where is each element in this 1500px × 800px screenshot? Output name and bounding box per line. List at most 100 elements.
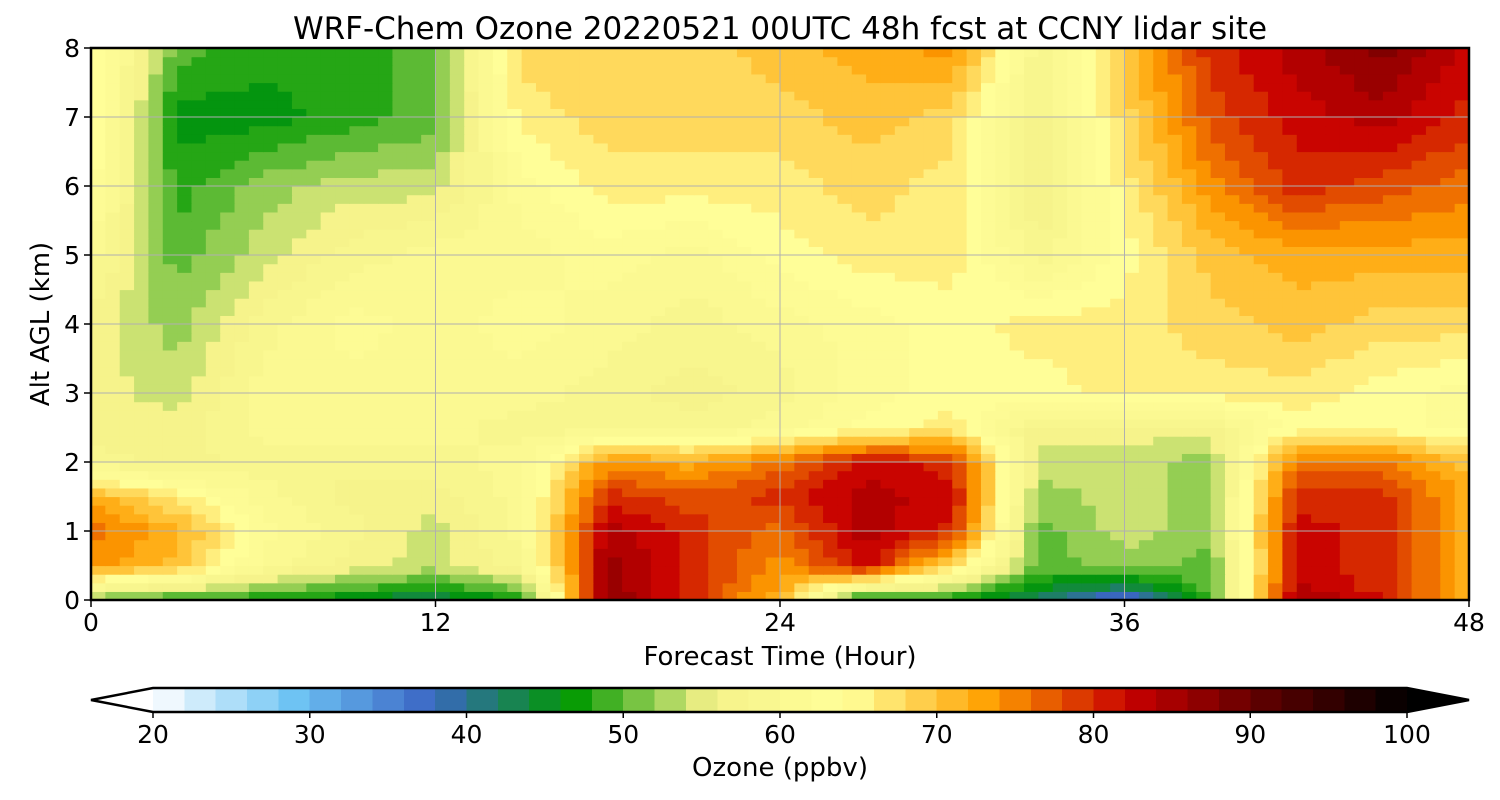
heatmap-cell (622, 427, 638, 437)
heatmap-cell (248, 315, 264, 325)
heatmap-cell (363, 591, 379, 600)
heatmap-cell (435, 427, 451, 437)
heatmap-cell (335, 444, 350, 454)
heatmap-cell (1454, 289, 1469, 299)
heatmap-cell (736, 263, 752, 273)
heatmap-cell (1081, 289, 1097, 299)
heatmap-cell (1425, 539, 1441, 549)
heatmap-cell (722, 453, 738, 463)
heatmap-cell (248, 401, 264, 411)
heatmap-cell (449, 574, 465, 584)
heatmap-cell (923, 487, 939, 498)
heatmap-cell (1440, 384, 1456, 394)
heatmap-cell (191, 470, 207, 480)
heatmap-cell (349, 539, 365, 549)
heatmap-cell (1425, 263, 1441, 273)
heatmap-cell (148, 522, 164, 532)
heatmap-cell (1153, 496, 1169, 506)
heatmap-cell (1181, 470, 1197, 480)
heatmap-cell (507, 186, 523, 196)
heatmap-cell (622, 522, 638, 532)
heatmap-cell (1081, 246, 1097, 256)
heatmap-cell (1411, 384, 1427, 394)
heatmap-cell (1067, 349, 1083, 360)
heatmap-cell (492, 444, 508, 454)
heatmap-cell (937, 324, 953, 334)
heatmap-cell (1239, 255, 1255, 265)
heatmap-cell (1009, 401, 1025, 411)
heatmap-cell (1224, 574, 1240, 584)
heatmap-cell (1311, 539, 1327, 549)
heatmap-cell (507, 255, 523, 265)
heatmap-cell (1024, 151, 1039, 161)
heatmap-cell (1167, 444, 1183, 454)
heatmap-cell (421, 272, 437, 282)
heatmap-cell (134, 427, 150, 437)
heatmap-cell (248, 151, 264, 161)
heatmap-cell (780, 582, 795, 592)
heatmap-cell (937, 539, 953, 549)
heatmap-cell (607, 522, 623, 532)
heatmap-cell (335, 436, 350, 446)
heatmap-cell (421, 151, 437, 161)
heatmap-cell (406, 522, 422, 532)
heatmap-cell (507, 289, 523, 299)
heatmap-cell (765, 487, 781, 498)
heatmap-cell (966, 237, 982, 247)
heatmap-cell (607, 341, 623, 351)
heatmap-cell (421, 203, 437, 213)
heatmap-cell (291, 255, 307, 265)
heatmap-cell (378, 332, 394, 342)
heatmap-cell (1095, 496, 1111, 506)
heatmap-cell (880, 237, 896, 247)
heatmap-cell (780, 255, 795, 265)
heatmap-cell (880, 168, 896, 178)
heatmap-cell (1052, 203, 1068, 213)
heatmap-cell (823, 444, 839, 454)
heatmap-cell (1339, 393, 1355, 403)
heatmap-cell (1153, 505, 1169, 515)
heatmap-cell (406, 289, 422, 299)
heatmap-cell (1325, 479, 1341, 489)
heatmap-cell (995, 574, 1011, 584)
heatmap-cell (722, 255, 738, 265)
heatmap-cell (1110, 444, 1126, 454)
heatmap-cell (1268, 341, 1283, 351)
heatmap-cell (1311, 349, 1327, 360)
heatmap-cell (1311, 324, 1327, 334)
heatmap-cell (535, 410, 551, 420)
heatmap-cell (894, 427, 910, 437)
heatmap-cell (205, 324, 221, 334)
heatmap-cell (909, 349, 925, 360)
heatmap-cell (995, 418, 1011, 429)
heatmap-cell (335, 349, 350, 360)
heatmap-cell (320, 246, 336, 256)
heatmap-cell (966, 306, 982, 316)
heatmap-cell (679, 565, 695, 575)
heatmap-cell (349, 246, 365, 256)
heatmap-cell (579, 427, 594, 437)
heatmap-cell (1239, 280, 1255, 291)
heatmap-cell (1024, 341, 1039, 351)
heatmap-cell (148, 194, 164, 204)
heatmap-cell (1354, 272, 1370, 282)
heatmap-cell (421, 401, 437, 411)
heatmap-cell (1210, 358, 1226, 368)
heatmap-cell (722, 237, 738, 247)
heatmap-cell (751, 280, 767, 291)
heatmap-cell (1038, 496, 1054, 506)
heatmap-cell (263, 393, 279, 403)
heatmap-cell (306, 237, 322, 247)
heatmap-cell (1339, 479, 1355, 489)
heatmap-cell (521, 367, 537, 377)
heatmap-cell (1296, 418, 1312, 429)
heatmap-cell (507, 272, 523, 282)
heatmap-cell (1368, 427, 1384, 437)
heatmap-cell (134, 211, 150, 222)
heatmap-cell (1282, 160, 1298, 170)
heatmap-cell (421, 375, 437, 385)
heatmap-cell (492, 531, 508, 541)
heatmap-cell (736, 289, 752, 299)
heatmap-cell (478, 367, 494, 377)
heatmap-cell (306, 539, 322, 549)
